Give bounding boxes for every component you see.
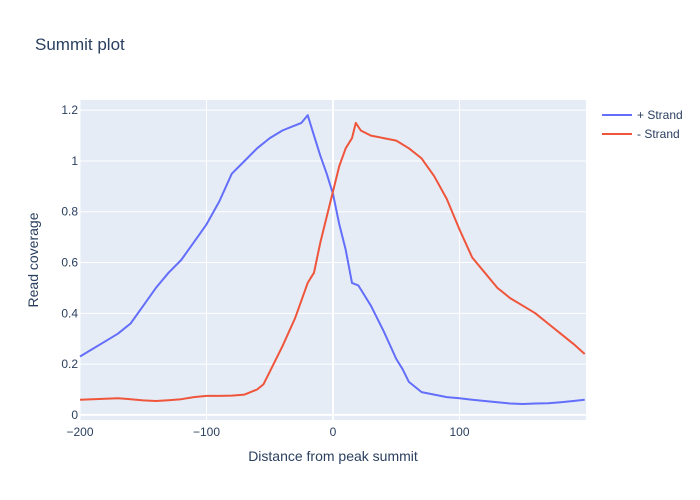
legend[interactable]: + Strand - Strand bbox=[602, 108, 683, 141]
x-tick-label: −100 bbox=[193, 425, 220, 439]
x-tick-label: 100 bbox=[449, 425, 469, 439]
y-tick-label: 0.4 bbox=[61, 306, 78, 320]
y-tick-label: 0 bbox=[71, 408, 78, 422]
y-tick-label: 0.2 bbox=[61, 357, 78, 371]
x-axis-title: Distance from peak summit bbox=[248, 448, 418, 464]
legend-label-plus-strand[interactable]: + Strand bbox=[637, 108, 683, 122]
y-tick-label: 0.8 bbox=[61, 205, 78, 219]
x-tick-label: 0 bbox=[330, 425, 337, 439]
y-axis-title: Read coverage bbox=[25, 212, 41, 307]
y-tick-label: 1.2 bbox=[61, 103, 78, 117]
x-axis-ticks: −200 −100 0 100 bbox=[66, 425, 469, 439]
y-tick-label: 1 bbox=[71, 154, 78, 168]
y-tick-label: 0.6 bbox=[61, 256, 78, 270]
series-line-minus-strand[interactable] bbox=[79, 121, 586, 402]
grid-lines bbox=[79, 100, 586, 420]
legend-label-minus-strand[interactable]: - Strand bbox=[637, 127, 680, 141]
chart-title: Summit plot bbox=[35, 35, 125, 54]
y-axis-ticks: 0 0.2 0.4 0.6 0.8 1 1.2 bbox=[61, 103, 78, 422]
x-tick-label: −200 bbox=[66, 425, 93, 439]
series-layer bbox=[79, 114, 586, 405]
